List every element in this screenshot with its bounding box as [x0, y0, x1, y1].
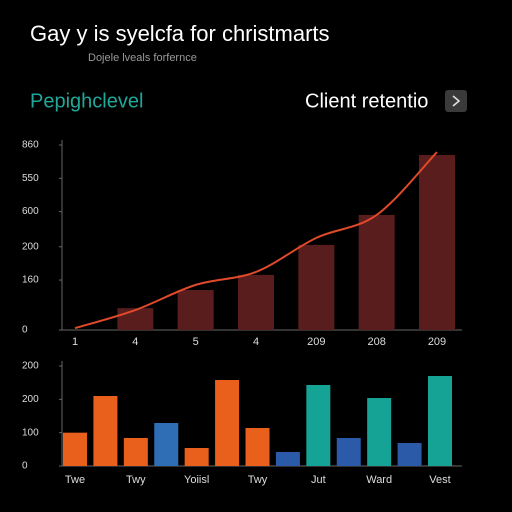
bar — [336, 438, 361, 466]
y-tick-label: 200 — [22, 241, 39, 252]
y-tick-label: 550 — [22, 173, 39, 184]
y-tick-label: 0 — [22, 325, 28, 336]
bar — [397, 443, 422, 466]
bar — [428, 376, 452, 466]
subtitle: Dojele lveals forfernce — [88, 52, 197, 64]
x-tick-label: 209 — [307, 336, 325, 348]
x-tick-label: Yoiisl — [184, 474, 209, 486]
title: Gay y is syelcfa for christmarts — [30, 21, 330, 46]
bar — [298, 244, 335, 330]
y-tick-label: 600 — [22, 206, 39, 217]
y-tick-label: 200 — [22, 394, 39, 405]
x-tick-label: Twe — [65, 474, 85, 486]
y-tick-label: 0 — [22, 461, 28, 472]
bar — [117, 308, 154, 330]
bar — [245, 428, 270, 466]
bar — [238, 274, 274, 330]
next-button[interactable] — [445, 90, 467, 112]
bar — [419, 154, 455, 330]
section-label: Client retentio — [305, 90, 428, 112]
button-box[interactable] — [445, 90, 467, 112]
y-tick-label: 860 — [22, 140, 39, 151]
bar — [154, 423, 179, 466]
x-tick-label: Jut — [311, 474, 326, 486]
x-tick-label: 1 — [72, 336, 78, 348]
x-tick-label: 5 — [193, 336, 199, 348]
y-tick-label: 200 — [22, 361, 39, 372]
bar — [306, 385, 331, 466]
x-tick-label: Ward — [366, 474, 392, 486]
section-label: Pepighclevel — [30, 90, 143, 112]
chevron-icon — [452, 95, 461, 107]
bar — [93, 396, 118, 466]
bar — [358, 214, 395, 330]
x-tick-label: Twy — [126, 474, 146, 486]
bar — [215, 380, 240, 466]
x-tick-label: Vest — [429, 474, 450, 486]
line — [74, 151, 438, 330]
x-tick-label: 208 — [367, 336, 385, 348]
y-tick-label: 100 — [22, 427, 39, 438]
bar — [63, 432, 87, 466]
x-tick-label: 4 — [253, 336, 259, 348]
bar — [177, 290, 214, 330]
x-tick-label: Twy — [248, 474, 268, 486]
bar — [184, 448, 209, 466]
bar — [367, 398, 392, 466]
y-tick-label: 160 — [22, 275, 39, 286]
bar — [123, 438, 148, 466]
x-tick-label: 209 — [428, 336, 446, 348]
x-tick-label: 4 — [132, 336, 138, 348]
bar — [275, 452, 300, 466]
